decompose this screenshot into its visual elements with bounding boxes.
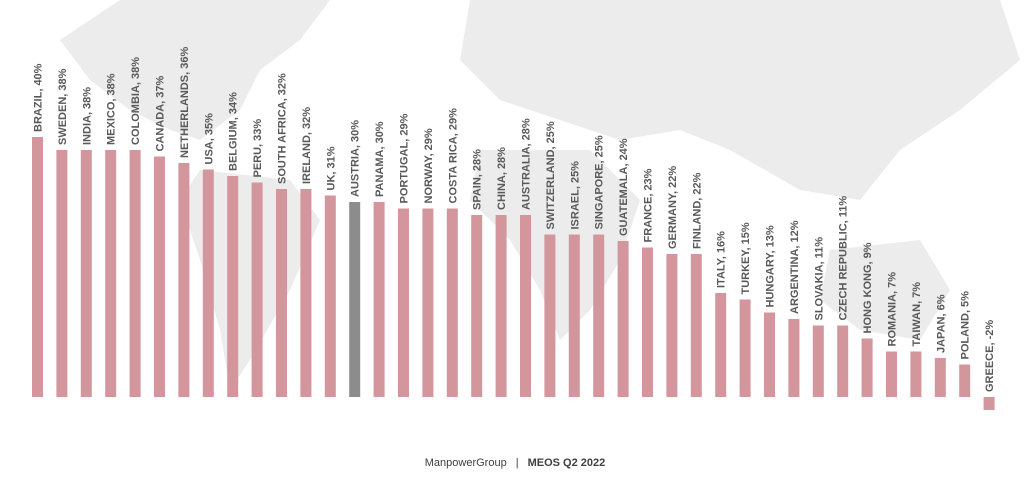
footer-brand: ManpowerGroup [424,457,507,469]
bar-switzerland [544,234,556,397]
bar-netherlands [178,163,190,397]
data-label: CANADA, 37% [155,75,167,151]
bar-italy [715,293,727,397]
data-label: HONG KONG, 9% [862,242,874,333]
bar-slovakia [812,325,824,397]
data-label: SLOVAKIA, 11% [813,237,825,321]
bar-south-africa [276,189,287,397]
bar-israel [568,234,580,397]
data-label: COLOMBIA, 38% [130,57,142,145]
bar-france [642,247,653,397]
bar-mexico [105,150,117,397]
bar-india [80,150,92,397]
bar-chart: BRAZIL, 40% SWEDEN, 38% INDIA, 38% MEXICO, … [32,0,1020,410]
data-label: TURKEY, 15% [740,222,752,294]
bar-peru [251,182,263,397]
data-label: JAPAN, 6% [935,294,947,353]
bar-finland [690,254,702,397]
data-label: FINLAND, 22% [691,172,703,249]
data-label: IRELAND, 32% [301,107,313,184]
data-label: UK, 31% [325,146,337,190]
bar-hungary [764,312,775,397]
data-label: MEXICO, 38% [106,73,118,145]
bar-singapore [593,234,605,397]
bar-czech-republic [837,325,849,397]
bar-canada [154,156,165,397]
bar-belgium [227,176,239,397]
bar-norway [422,208,434,397]
data-label: ISRAEL, 25% [569,161,581,230]
footer: ManpowerGroup | MEOS Q2 2022 [0,457,1030,469]
bar-poland [959,364,971,397]
data-label: SINGAPORE, 25% [594,135,606,229]
data-label: USA, 35% [203,113,215,165]
data-label: SPAIN, 28% [472,149,484,210]
data-label: AUSTRIA, 30% [350,120,362,197]
data-label: PERU, 33% [252,119,264,178]
bar-japan [934,358,946,397]
data-label: NETHERLANDS, 36% [179,47,191,158]
bar-australia [520,215,531,397]
bar-austria [349,202,361,397]
data-label: GERMANY, 22% [667,166,679,249]
bar-germany [666,254,678,397]
data-label: ARGENTINA, 12% [789,220,801,314]
bar-turkey [739,299,751,397]
data-label: GUATEMALA, 24% [618,138,630,236]
data-label: FRANCE, 23% [643,168,655,242]
bar-sweden [56,150,68,397]
data-label: CHINA, 28% [496,147,508,210]
bar-guatemala [617,241,629,397]
data-label: SWEDEN, 38% [57,68,69,145]
data-label: TAIWAN, 7% [911,282,923,347]
data-label: GREECE, -2% [984,320,996,392]
data-label: NORWAY, 29% [423,128,435,203]
data-label: SOUTH AFRICA, 32% [277,73,289,184]
data-label: CZECH REPUBLIC, 11% [838,196,850,321]
data-label: BELGIUM, 34% [228,92,240,171]
bar-taiwan [910,351,922,397]
bar-ireland [300,189,312,397]
footer-survey: MEOS Q2 2022 [527,457,606,469]
bar-brazil [32,137,43,397]
bar-china [495,215,507,397]
bar-uk [324,195,336,397]
data-label: PANAMA, 30% [374,121,386,197]
data-label: PORTUGAL, 29% [399,113,411,203]
bar-panama [373,202,385,397]
bar-colombia [129,150,141,397]
data-label: COSTA RICA, 29% [447,108,459,204]
data-label: HUNGARY, 13% [765,225,777,307]
bar-hong-kong [861,338,873,397]
bar-romania [886,351,897,397]
bar-argentina [788,319,800,397]
data-label: ITALY, 16% [716,231,728,288]
bar-greece [983,397,995,410]
bar-spain [471,215,483,397]
data-label: POLAND, 5% [960,291,972,360]
bar-costa-rica [446,208,458,397]
bar-portugal [398,208,409,397]
data-label: INDIA, 38% [81,87,93,145]
footer-separator: | [515,457,519,469]
bar-usa [202,169,214,397]
data-label: SWITZERLAND, 25% [545,121,557,229]
data-label: BRAZIL, 40% [33,63,45,132]
data-label: AUSTRALIA, 28% [521,118,533,210]
data-label: ROMANIA, 7% [887,272,899,347]
